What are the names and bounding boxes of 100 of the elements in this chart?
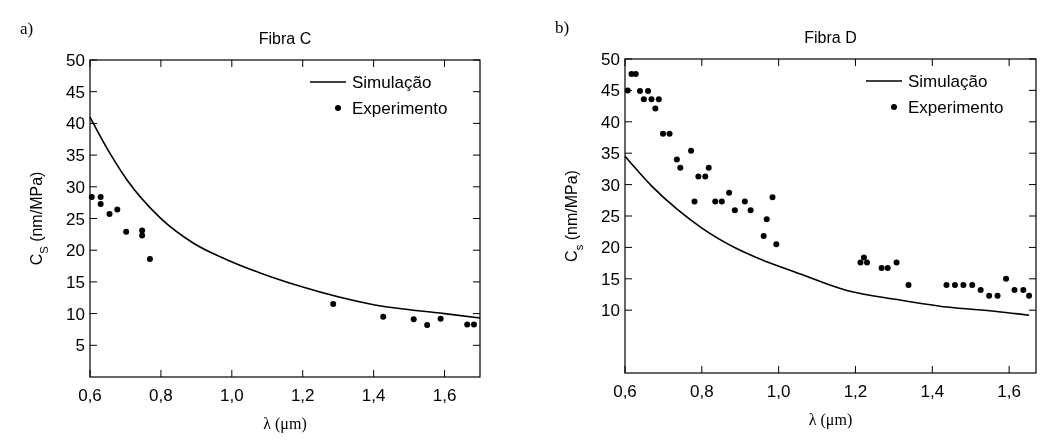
- point: [464, 321, 471, 328]
- y-tick-label: 30: [66, 177, 85, 197]
- point: [860, 254, 867, 261]
- point: [146, 256, 153, 263]
- y-tick-label: 45: [601, 81, 620, 101]
- point: [705, 164, 712, 171]
- point: [718, 198, 725, 205]
- point: [1026, 292, 1033, 299]
- legend-label: Experimento: [352, 99, 448, 118]
- y-tick-label: 20: [66, 241, 85, 261]
- legend-label: Experimento: [908, 98, 1004, 117]
- x-tick-label: 0,6: [78, 386, 102, 405]
- point: [640, 96, 647, 103]
- x-tick-label: 1,0: [766, 382, 791, 401]
- point: [943, 282, 950, 289]
- point: [97, 193, 104, 200]
- x-tick-label: 1,6: [432, 386, 457, 405]
- point: [863, 259, 870, 266]
- point: [691, 198, 698, 205]
- point: [636, 88, 643, 95]
- point: [106, 211, 113, 218]
- point: [726, 189, 733, 196]
- x-tick-label: 0,8: [149, 386, 173, 405]
- x-axis-title: λ (μm): [263, 415, 307, 433]
- point: [760, 233, 767, 240]
- point: [747, 207, 754, 214]
- point: [114, 206, 121, 213]
- x-tick-label: 1,4: [361, 386, 386, 405]
- point: [878, 265, 885, 272]
- point: [857, 259, 864, 266]
- point: [655, 96, 662, 103]
- x-axis-title: λ (μm): [808, 411, 853, 429]
- point: [139, 232, 146, 239]
- point: [712, 198, 719, 205]
- y-tick-label: 15: [601, 269, 620, 289]
- point: [410, 316, 417, 323]
- x-tick-label: 1,2: [843, 382, 868, 401]
- chart-title: Fibra D: [804, 29, 857, 46]
- point: [741, 198, 748, 205]
- point: [702, 173, 709, 180]
- legend-label: Simulação: [352, 73, 432, 92]
- y-tick-label: 35: [66, 146, 85, 166]
- point: [645, 88, 652, 95]
- point: [688, 147, 695, 154]
- point: [673, 156, 680, 163]
- point: [660, 130, 667, 137]
- point: [951, 282, 958, 289]
- point: [1011, 287, 1018, 294]
- chart-title: Fibra C: [258, 30, 312, 47]
- point: [773, 241, 780, 248]
- y-tick-label: 40: [66, 114, 85, 134]
- point: [424, 322, 431, 329]
- point: [123, 228, 130, 235]
- point: [731, 207, 738, 214]
- x-tick-label: 0,6: [613, 382, 637, 401]
- y-tick-label: 25: [66, 209, 85, 229]
- point: [632, 71, 639, 78]
- point: [88, 193, 95, 200]
- point: [695, 173, 702, 180]
- point: [905, 282, 912, 289]
- y-tick-label: 10: [601, 301, 620, 321]
- point: [977, 287, 984, 294]
- y-tick-label: 45: [66, 82, 85, 102]
- y-tick-label: 25: [601, 207, 620, 226]
- point: [97, 200, 104, 207]
- y-tick-label: 50: [66, 51, 85, 70]
- point: [648, 96, 655, 103]
- point: [884, 265, 891, 272]
- x-tick-label: 1,6: [997, 382, 1021, 401]
- point: [470, 321, 477, 328]
- point: [769, 194, 776, 201]
- y-tick-label: 30: [601, 175, 620, 195]
- y-tick-label: 5: [75, 336, 85, 356]
- y-tick-label: 10: [66, 304, 85, 324]
- x-tick-label: 0,8: [690, 382, 714, 401]
- legend-label: Simulação: [908, 72, 988, 91]
- y-tick-label: 40: [601, 112, 620, 132]
- y-tick-label: 35: [601, 144, 620, 164]
- point: [666, 130, 673, 137]
- point: [1003, 275, 1010, 282]
- point: [893, 259, 900, 266]
- point: [677, 164, 684, 171]
- point: [652, 105, 659, 112]
- text: a): [20, 19, 34, 38]
- point: [330, 301, 337, 308]
- point: [960, 282, 967, 289]
- x-tick-label: 1,0: [220, 386, 244, 405]
- x-tick-label: 1,4: [920, 382, 945, 401]
- point: [969, 282, 976, 289]
- point: [994, 292, 1001, 299]
- point: [139, 227, 146, 234]
- text: b): [555, 18, 570, 37]
- y-tick-label: 15: [66, 272, 85, 292]
- point: [380, 313, 387, 320]
- point: [437, 315, 444, 322]
- point: [986, 292, 993, 299]
- point: [1020, 287, 1027, 294]
- y-tick-label: 50: [601, 50, 620, 69]
- point: [763, 216, 770, 223]
- y-tick-label: 20: [601, 238, 620, 258]
